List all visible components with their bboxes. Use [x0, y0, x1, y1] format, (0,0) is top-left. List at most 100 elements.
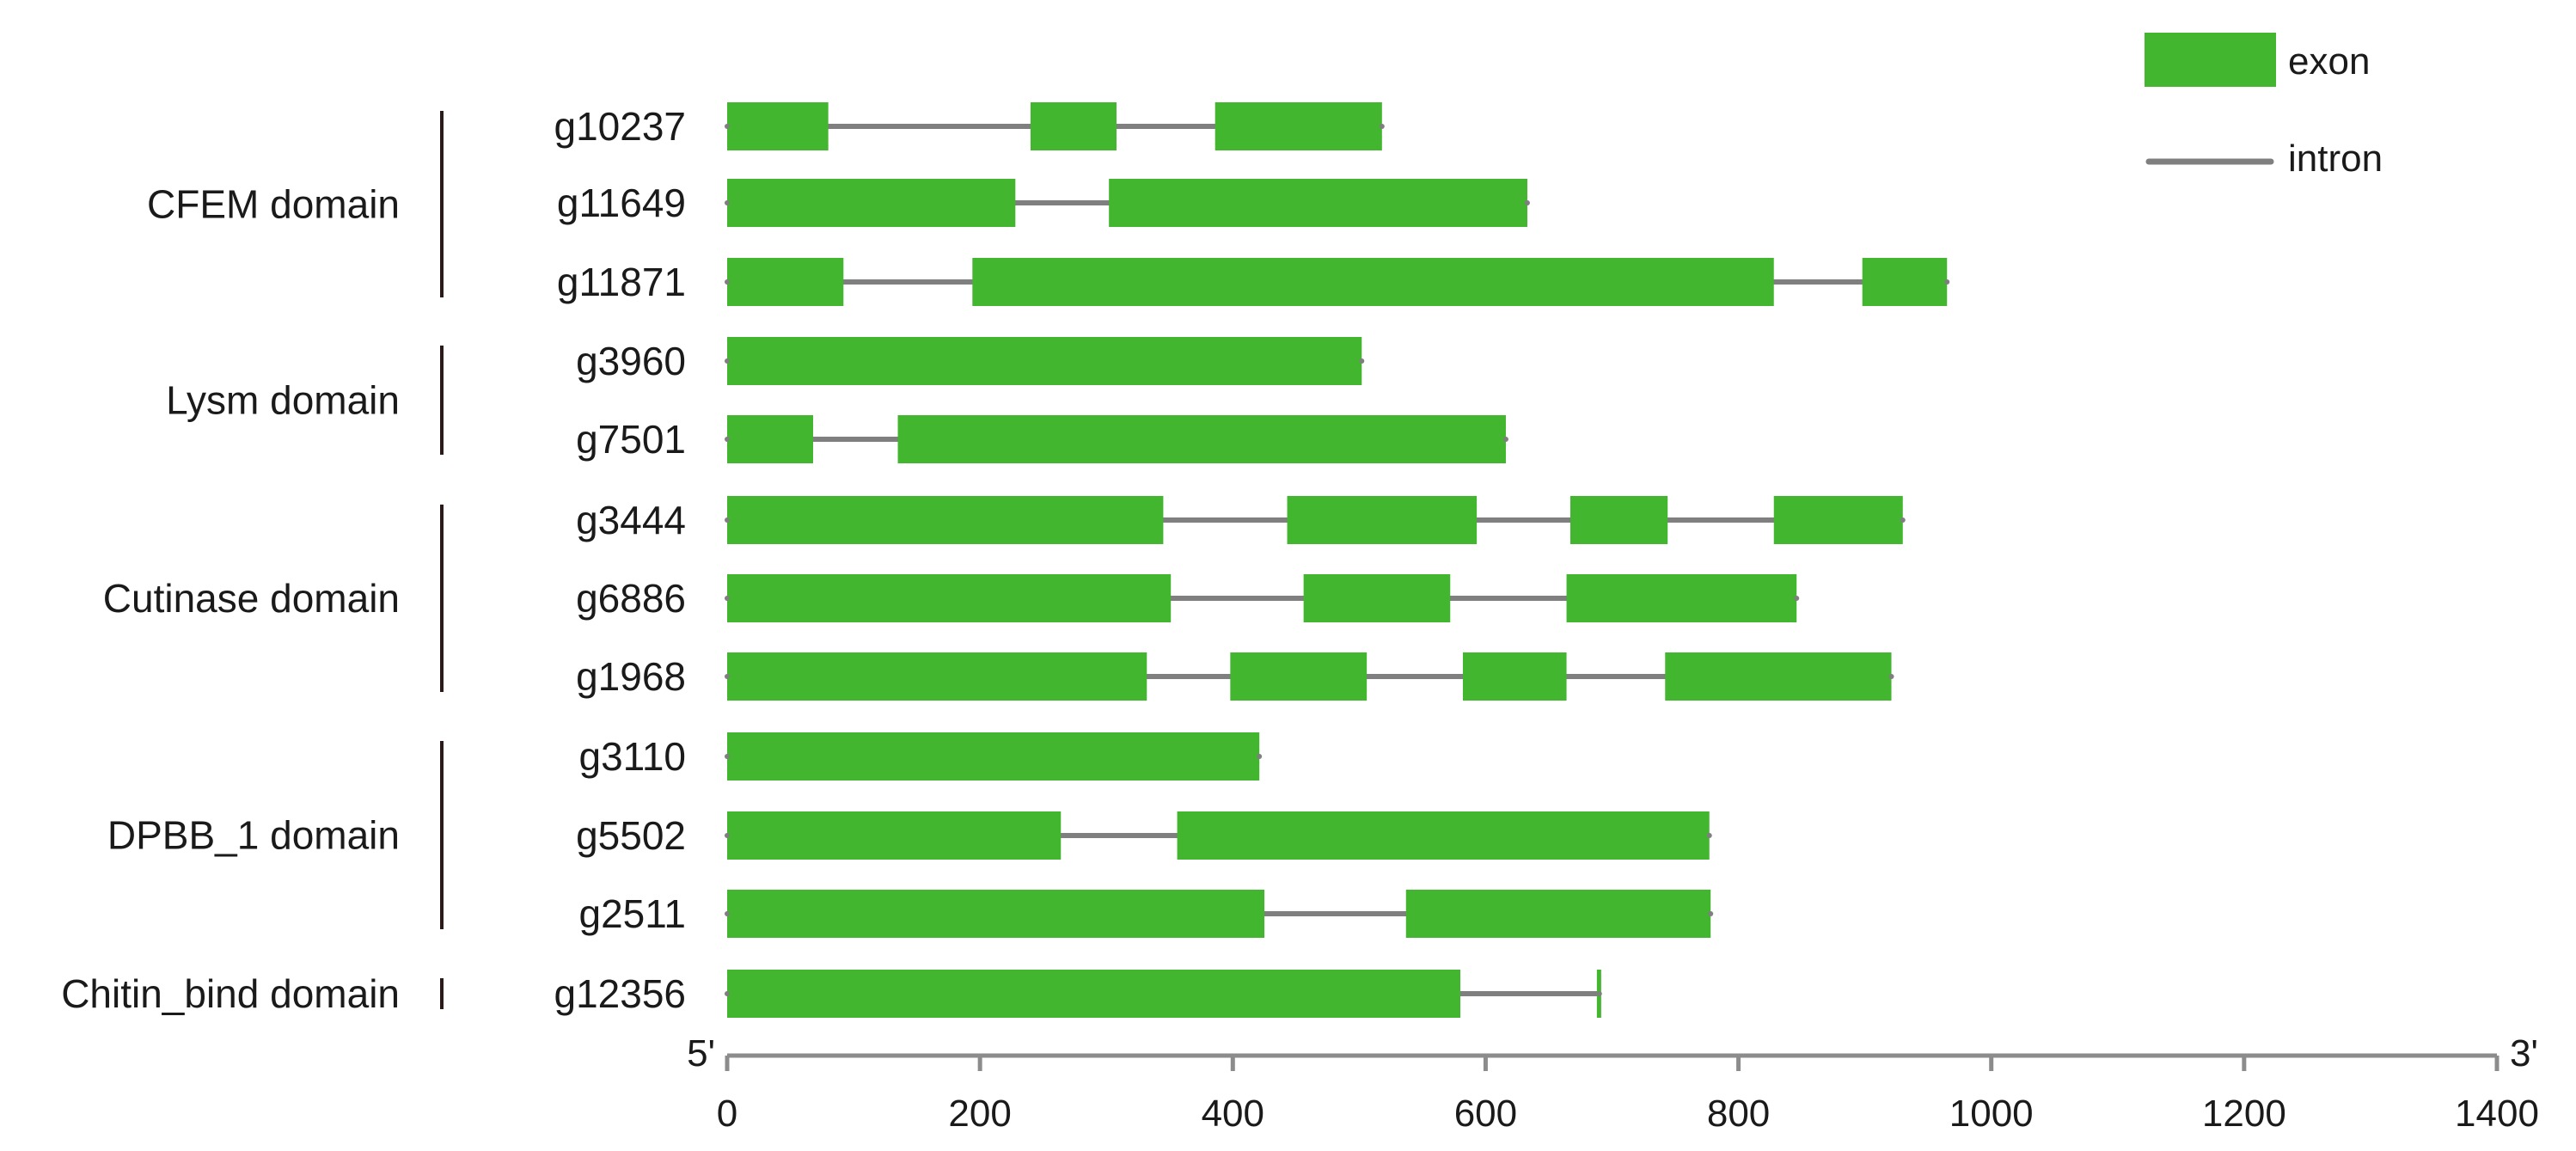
exon-g11649-2: [1109, 179, 1527, 227]
gene-label-g3444: g3444: [576, 498, 686, 542]
axis-end-label: 3': [2510, 1032, 2538, 1074]
gene-end-marker: [1706, 833, 1712, 838]
gene-models: [725, 102, 1950, 1018]
gene-end-marker: [1900, 517, 1906, 523]
exon-g7501-1: [727, 415, 814, 463]
gene-start-marker: [725, 991, 730, 996]
x-tick-label-200: 200: [948, 1093, 1011, 1135]
x-tick-label-600: 600: [1454, 1093, 1517, 1135]
gene-row-g11871: [725, 258, 1950, 306]
gene-end-marker: [1794, 596, 1800, 601]
gene-row-g6886: [725, 574, 1800, 622]
gene-labels: g10237 g11649 g11871 g3960 g7501 g3444 g6886 g1…: [554, 104, 687, 1016]
gene-start-marker: [725, 754, 730, 759]
gene-start-marker: [725, 674, 730, 679]
exon-g1968-4: [1665, 652, 1892, 701]
gene-row-g3960: [725, 337, 1365, 385]
gene-end-marker: [1524, 200, 1530, 205]
gene-row-g3110: [725, 732, 1263, 781]
exon-g1968-1: [727, 652, 1147, 701]
gene-row-g2511: [725, 890, 1714, 938]
gene-label-g3960: g3960: [576, 339, 686, 383]
x-tick-label-1200: 1200: [2202, 1093, 2286, 1135]
exon-g3110-1: [727, 732, 1260, 781]
exon-g6886-2: [1303, 574, 1451, 622]
x-tick-label-400: 400: [1202, 1093, 1264, 1135]
gene-end-marker: [1596, 991, 1602, 996]
gene-row-g12356: [725, 970, 1602, 1018]
gene-label-g3110: g3110: [578, 734, 686, 779]
gene-end-marker: [1379, 124, 1385, 129]
group-label-4: DPBB_1 domain: [107, 813, 400, 858]
exon-g1968-3: [1462, 652, 1567, 701]
exon-g11871-2: [972, 258, 1774, 306]
exon-g11871-3: [1862, 258, 1948, 306]
exon-g11649-1: [727, 179, 1016, 227]
gene-row-g7501: [725, 415, 1508, 463]
gene-start-marker: [725, 517, 730, 523]
exon-g2511-2: [1405, 890, 1711, 938]
axis-start-label: 5': [687, 1032, 715, 1074]
legend-intron-label: intron: [2288, 138, 2383, 180]
gene-start-marker: [725, 833, 730, 838]
exon-g7501-2: [897, 415, 1506, 463]
gene-start-marker: [725, 124, 730, 129]
gene-start-marker: [725, 200, 730, 205]
x-axis: 0 200 400 600 800 1000 1200 1400 5' 3': [687, 1032, 2539, 1135]
exon-g3444-3: [1569, 496, 1668, 544]
group-label-2: Lysm domain: [166, 378, 400, 423]
gene-label-g5502: g5502: [576, 813, 686, 858]
exon-g10237-1: [727, 102, 829, 150]
x-tick-label-1000: 1000: [1949, 1093, 2034, 1135]
gene-end-marker: [1708, 911, 1714, 916]
x-tick-label-1400: 1400: [2455, 1093, 2539, 1135]
x-tick-label-800: 800: [1707, 1093, 1770, 1135]
legend-exon-label: exon: [2288, 40, 2370, 83]
gene-end-marker: [1359, 358, 1365, 364]
gene-label-g12356: g12356: [554, 971, 687, 1016]
gene-label-g1968: g1968: [576, 654, 686, 699]
exon-g3960-1: [727, 337, 1362, 385]
group-labels: CFEM domain Lysm domain Cutinase domain DPB…: [61, 182, 400, 1017]
gene-label-g2511: g2511: [578, 891, 686, 936]
gene-start-marker: [725, 596, 730, 601]
exon-g3444-2: [1287, 496, 1478, 544]
gene-start-marker: [725, 437, 730, 442]
gene-row-g3444: [725, 496, 1906, 544]
exon-g3444-4: [1773, 496, 1903, 544]
gene-row-g5502: [725, 811, 1712, 860]
gene-end-marker: [1944, 279, 1950, 285]
gene-label-g11649: g11649: [557, 181, 686, 225]
exon-g11871-1: [727, 258, 844, 306]
group-label-3: Cutinase domain: [103, 576, 400, 621]
group-label-5: Chitin_bind domain: [61, 971, 400, 1016]
exon-g2511-1: [727, 890, 1265, 938]
gene-row-g10237: [725, 102, 1385, 150]
gene-label-g10237: g10237: [554, 104, 687, 149]
x-tick-label-0: 0: [717, 1093, 737, 1135]
legend: exon intron: [2145, 33, 2383, 180]
gene-label-g7501: g7501: [576, 417, 686, 462]
gene-row-g1968: [725, 652, 1894, 701]
exon-g5502-1: [727, 811, 1062, 860]
group-label-1: CFEM domain: [147, 182, 400, 227]
gene-end-marker: [1257, 754, 1263, 759]
exon-g5502-2: [1177, 811, 1710, 860]
legend-exon-swatch: [2145, 33, 2276, 87]
exon-g12356-1: [727, 970, 1461, 1018]
gene-row-g11649: [725, 179, 1530, 227]
gene-start-marker: [725, 358, 730, 364]
exon-g10237-2: [1030, 102, 1117, 150]
exon-g3444-1: [727, 496, 1164, 544]
gene-label-g6886: g6886: [576, 576, 686, 621]
gene-end-marker: [1502, 437, 1508, 442]
exon-g6886-1: [727, 574, 1172, 622]
gene-label-g11871: g11871: [557, 260, 686, 304]
exon-g1968-2: [1230, 652, 1368, 701]
exon-g6886-3: [1566, 574, 1797, 622]
gene-start-marker: [725, 911, 730, 916]
gene-end-marker: [1888, 674, 1894, 679]
exon-g10237-3: [1215, 102, 1382, 150]
gene-start-marker: [725, 279, 730, 285]
